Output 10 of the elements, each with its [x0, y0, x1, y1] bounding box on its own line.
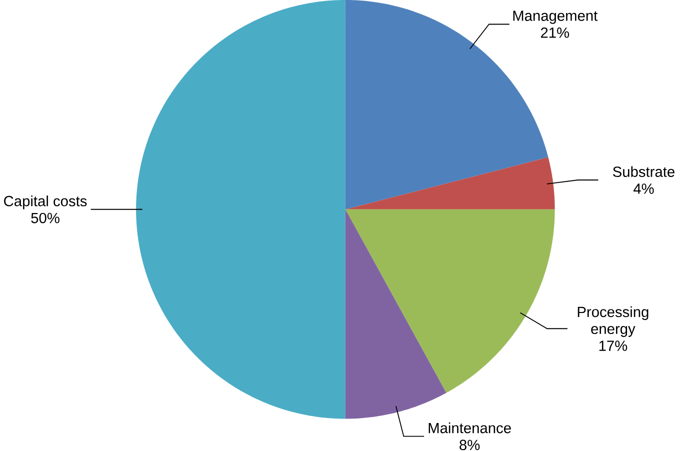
data-label: 21%	[540, 27, 570, 38]
slice-label: Capital costs	[4, 195, 87, 210]
data-label: 8%	[460, 440, 480, 450]
slice-label: Processing energy	[578, 306, 648, 337]
data-label: 17%	[599, 340, 628, 351]
slice-label: Management	[513, 10, 598, 24]
slice-label: Maintenance	[428, 422, 511, 434]
data-label: 50%	[31, 212, 60, 224]
data-label: 4%	[633, 183, 654, 194]
slice-label: Substrate	[613, 166, 674, 177]
